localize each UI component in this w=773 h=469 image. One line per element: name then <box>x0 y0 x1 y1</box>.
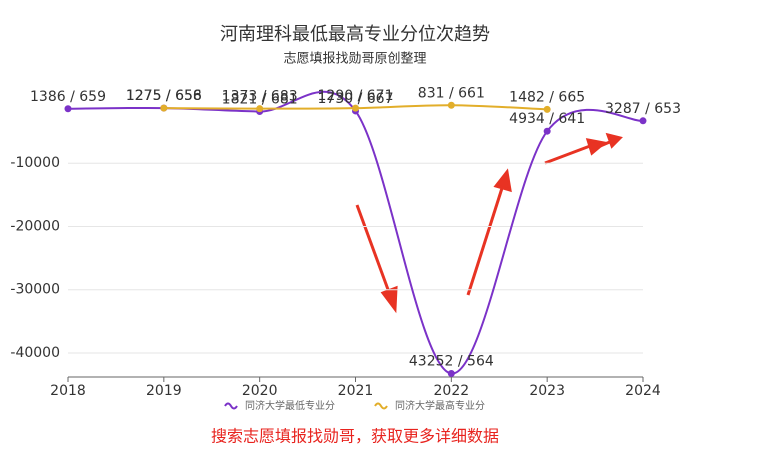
data-label: 1373 / 683 <box>222 89 298 105</box>
data-label: 1275 / 656 <box>126 88 202 104</box>
data-point <box>639 117 647 125</box>
data-label: 1275 / 658 <box>126 88 202 104</box>
series-line <box>67 90 644 375</box>
legend-label: 同济大学最低专业分 <box>245 399 335 412</box>
x-tick-label: 2021 <box>338 383 374 399</box>
x-tick-label: 2020 <box>242 383 278 399</box>
x-tick-label: 2024 <box>625 383 661 399</box>
data-label: 1290 / 671 <box>318 88 394 104</box>
y-tick-label: -40000 <box>10 345 60 361</box>
data-label: 3287 / 653 <box>605 101 681 117</box>
data-label: 4934 / 641 <box>509 111 585 127</box>
data-point <box>543 127 551 135</box>
data-point <box>64 105 72 113</box>
y-tick-label: -10000 <box>10 155 60 171</box>
chart-subtitle: 志愿填报找勋哥原创整理 <box>283 52 426 67</box>
x-tick-label: 2018 <box>50 383 86 399</box>
x-tick-label: 2023 <box>529 383 565 399</box>
data-label: 1730 / 667 <box>318 91 394 107</box>
x-tick-label: 2019 <box>146 383 182 399</box>
data-label: 1821 / 681 <box>222 92 298 108</box>
legend-icon <box>224 402 238 410</box>
y-tick-label: -20000 <box>10 218 60 234</box>
legend-icon <box>374 402 388 410</box>
data-point <box>447 370 455 378</box>
footer-note: 搜索志愿填报找勋哥，获取更多详细数据 <box>211 427 499 446</box>
data-label: 831 / 661 <box>418 85 485 101</box>
y-tick-label: -30000 <box>10 282 60 298</box>
data-point <box>256 105 264 113</box>
annotation-arrows <box>355 132 623 314</box>
data-point <box>352 104 359 112</box>
x-tick-label: 2022 <box>434 383 470 399</box>
data-point <box>447 101 455 109</box>
chart-title: 河南理科最低最高专业分位次趋势 <box>220 24 490 45</box>
data-label: 1386 / 659 <box>30 89 106 105</box>
data-point <box>160 104 168 112</box>
data-label: 43252 / 564 <box>409 354 494 370</box>
legend-label: 同济大学最高专业分 <box>395 399 485 412</box>
data-label: 1482 / 665 <box>509 89 585 105</box>
data-point <box>543 105 551 113</box>
